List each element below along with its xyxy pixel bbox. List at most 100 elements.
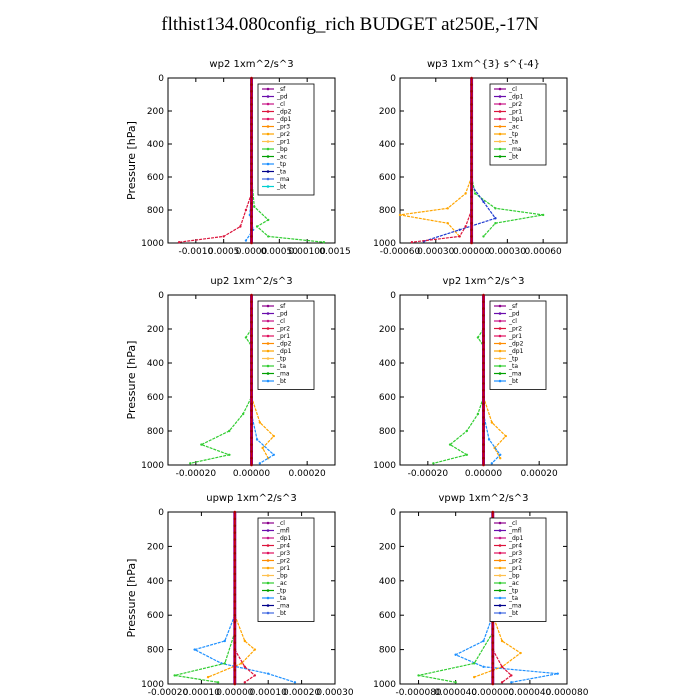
series-line-bp1 <box>471 176 544 237</box>
series-point <box>490 462 494 465</box>
legend-entry: _pr3 <box>508 550 522 557</box>
page-title: flthist134.080config_rich BUDGET at250E,… <box>161 14 539 35</box>
legend-entry: _ac <box>276 580 287 587</box>
plot-title: up2 1xm^2/s^3 <box>210 276 292 287</box>
x-tick-label: 0.000080 <box>546 688 589 698</box>
series-point <box>253 648 257 651</box>
legend-entry: _dp1 <box>508 535 524 542</box>
zero-profile-point <box>233 682 237 686</box>
zero-profile-point <box>233 586 237 589</box>
zero-profile-point <box>250 300 253 304</box>
plot-title: vpwp 1xm^2/s^3 <box>438 493 528 504</box>
legend-entry: _bt <box>276 610 287 617</box>
legend-marker <box>498 559 502 562</box>
series-point <box>200 443 203 446</box>
series-point <box>446 207 449 210</box>
legend-marker <box>266 162 270 166</box>
zero-profile-point <box>482 334 485 338</box>
zero-profile-point <box>250 202 253 205</box>
zero-profile-point <box>482 388 485 392</box>
x-tick-label: 0.0015 <box>319 247 351 257</box>
zero-profile-point <box>250 235 253 238</box>
series-point <box>417 674 420 677</box>
zero-profile-point <box>482 341 485 344</box>
zero-profile-point <box>470 202 473 205</box>
zero-profile-point <box>250 388 253 392</box>
legend-entry: _bp <box>276 146 288 153</box>
series-point <box>243 681 247 684</box>
zero-profile-point <box>482 314 485 317</box>
zero-profile-point <box>250 215 253 218</box>
y-tick-label: 800 <box>147 206 164 216</box>
legend-entry: _ma <box>508 603 522 610</box>
legend-box <box>257 517 315 622</box>
series-point <box>216 681 220 684</box>
legend-entry: _dp1 <box>276 348 292 355</box>
series-point <box>494 207 497 210</box>
chart-panel-3: vp2 1xm^2/s^3 0 200 400 600 800 1000 -0.00020 0.… <box>373 276 568 479</box>
zero-profile-point <box>250 375 253 378</box>
chart-panel-0: wp2 1xm^2/s^3 0 200 400 600 800 1000 Pressure [… <box>125 59 351 257</box>
y-tick-label: 1000 <box>141 680 164 690</box>
legend-marker <box>266 185 270 188</box>
legend-entry: _pd <box>276 94 288 101</box>
x-tick-label: 0.00010 <box>183 688 220 698</box>
series-point <box>173 674 176 677</box>
plot-title: vp2 1xm^2/s^3 <box>443 276 525 287</box>
zero-profile-point <box>233 538 237 541</box>
series-point <box>541 213 545 217</box>
legend-box <box>489 300 547 390</box>
legend-entry: _dp2 <box>508 341 524 348</box>
legend-entry: _tp <box>276 356 286 363</box>
legend-marker <box>266 132 270 136</box>
y-tick-label: 1000 <box>141 239 164 249</box>
zero-profile-point <box>250 429 253 433</box>
legend-entry: _tp <box>276 588 286 595</box>
plot-title: upwp 1xm^2/s^3 <box>206 493 296 504</box>
legend-entry: _pd <box>276 311 288 318</box>
x-tick-label: 0.000040 <box>434 688 477 698</box>
legend-marker <box>266 536 270 540</box>
series-point <box>193 648 196 651</box>
legend-entry: _bt <box>508 378 519 385</box>
series-line-bp <box>174 632 236 683</box>
zero-profile-point <box>482 361 485 365</box>
series-point <box>243 665 247 668</box>
legend-marker <box>498 125 502 128</box>
zero-profile-point <box>233 634 237 638</box>
zero-profile-point <box>470 175 473 179</box>
zero-profile-point <box>250 89 253 93</box>
legend-entry: _ta <box>508 139 518 146</box>
zero-profile-point <box>233 565 237 569</box>
series-point <box>476 336 480 339</box>
zero-profile-point <box>250 221 253 225</box>
zero-profile-point <box>470 76 473 80</box>
zero-profile-point <box>482 307 485 310</box>
zero-profile-point <box>250 354 253 358</box>
x-tick-label: 0.00000 <box>233 469 270 479</box>
zero-profile-point <box>482 382 485 385</box>
series-point <box>177 240 181 244</box>
zero-profile-point <box>470 155 473 159</box>
legend-entry: _bp1 <box>508 116 524 123</box>
legend-marker <box>498 342 502 345</box>
x-tick-label: -0.0010 <box>178 247 213 257</box>
legend-entry: _sf <box>508 303 518 310</box>
y-tick-label: 600 <box>379 611 396 621</box>
x-tick-label: 0.00000 <box>453 247 490 257</box>
series-point <box>244 336 248 339</box>
zero-profile-point <box>250 361 253 365</box>
legend-marker <box>498 611 502 615</box>
series-point <box>267 672 270 675</box>
zero-profile-point <box>470 235 473 238</box>
series-point <box>464 192 467 195</box>
zero-profile-point <box>482 354 485 358</box>
legend-entry: _ac <box>508 580 519 587</box>
x-tick-label: 0.000040 <box>508 688 551 698</box>
legend-entry: _dp2 <box>276 341 292 348</box>
x-tick-label: -0.00020 <box>176 469 217 479</box>
legend-marker <box>498 596 502 600</box>
x-tick-label: 0.0005 <box>208 247 240 257</box>
zero-profile-point <box>250 83 253 86</box>
series-point <box>244 208 248 212</box>
